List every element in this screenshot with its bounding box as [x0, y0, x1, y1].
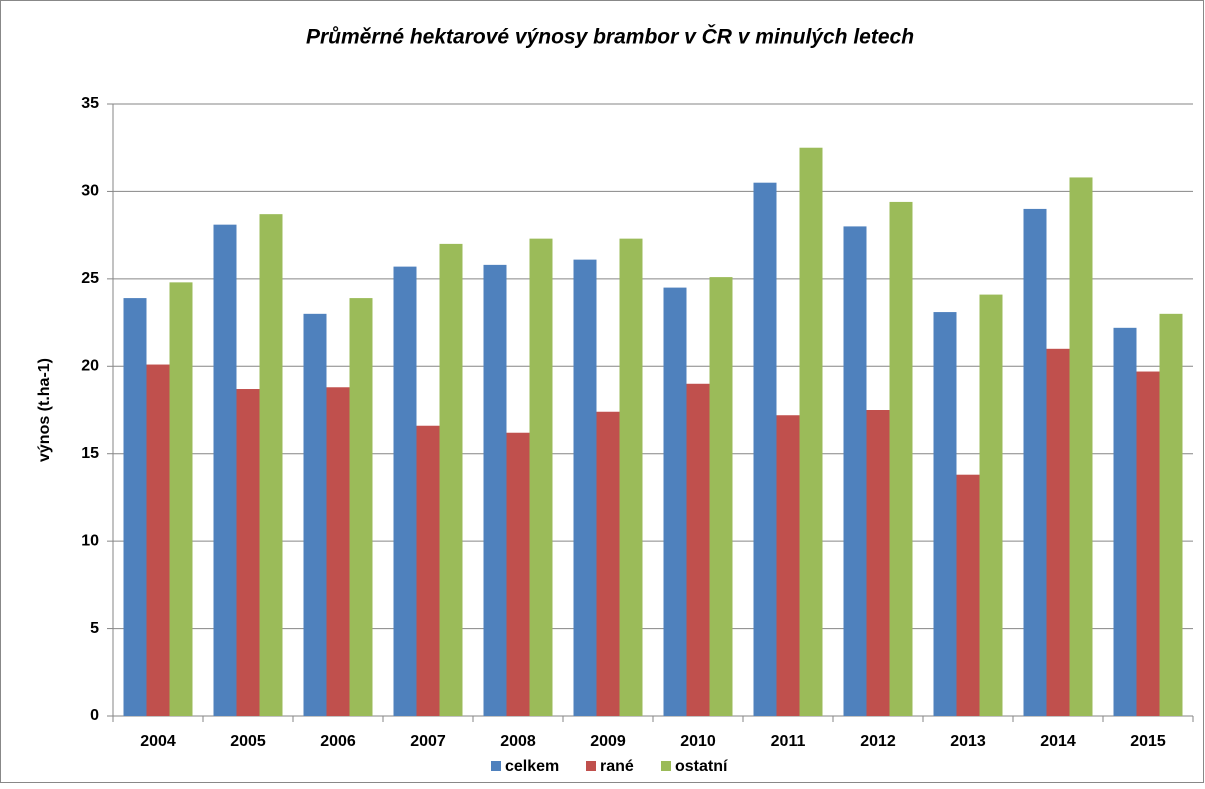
bar — [979, 294, 1003, 716]
bar — [393, 266, 417, 716]
bar — [213, 224, 237, 716]
bar — [889, 201, 913, 717]
bar — [866, 410, 890, 716]
y-tick-label: 15 — [81, 445, 99, 462]
legend-swatch — [661, 761, 671, 771]
y-axis-label: výnos (t.ha-1) — [36, 358, 53, 462]
x-tick-label: 2008 — [500, 733, 536, 750]
bar — [259, 214, 283, 716]
x-tick-label: 2005 — [230, 733, 266, 750]
legend-swatch — [491, 761, 501, 771]
bar — [686, 383, 710, 716]
bar — [349, 298, 373, 716]
x-tick-label: 2007 — [410, 733, 446, 750]
x-tick-label: 2015 — [1130, 733, 1166, 750]
bar — [709, 277, 733, 716]
bar — [1069, 177, 1093, 716]
bar — [326, 387, 350, 716]
bar — [753, 182, 777, 716]
x-tick-label: 2004 — [140, 733, 176, 750]
legend-label: ostatní — [675, 758, 728, 775]
bar — [1136, 371, 1160, 716]
bar — [439, 243, 463, 716]
x-tick-label: 2009 — [590, 733, 626, 750]
bar — [529, 238, 553, 716]
y-tick-label: 25 — [81, 270, 99, 287]
bar — [663, 287, 687, 716]
bar — [619, 238, 643, 716]
bar — [416, 425, 440, 716]
bar — [1023, 208, 1047, 716]
bar — [1159, 313, 1183, 716]
bar — [1046, 348, 1070, 716]
y-tick-label: 10 — [81, 532, 99, 549]
bar — [506, 432, 530, 716]
bar — [146, 364, 170, 716]
legend-label: rané — [600, 758, 634, 775]
bar — [573, 259, 597, 716]
x-tick-label: 2013 — [950, 733, 986, 750]
y-tick-label: 35 — [81, 95, 99, 112]
y-tick-label: 0 — [90, 707, 99, 724]
x-tick-label: 2012 — [860, 733, 896, 750]
y-tick-label: 5 — [90, 620, 99, 637]
bar — [956, 474, 980, 716]
legend-label: celkem — [505, 758, 559, 775]
legend-swatch — [586, 761, 596, 771]
chart-title: Průměrné hektarové výnosy brambor v ČR v… — [306, 25, 914, 49]
bar — [303, 313, 327, 716]
x-tick-label: 2010 — [680, 733, 716, 750]
bar — [776, 415, 800, 716]
bar — [596, 411, 620, 716]
bar — [123, 298, 147, 716]
x-tick-label: 2011 — [771, 733, 806, 750]
y-tick-label: 20 — [81, 358, 99, 375]
x-tick-label: 2014 — [1040, 733, 1076, 750]
x-tick-label: 2006 — [320, 733, 356, 750]
bar — [799, 147, 823, 716]
bar — [1113, 327, 1137, 716]
bar — [843, 226, 867, 716]
bar — [236, 389, 260, 716]
bar — [933, 312, 957, 716]
bar — [169, 282, 193, 716]
bar — [483, 264, 507, 716]
y-tick-label: 30 — [81, 183, 99, 200]
